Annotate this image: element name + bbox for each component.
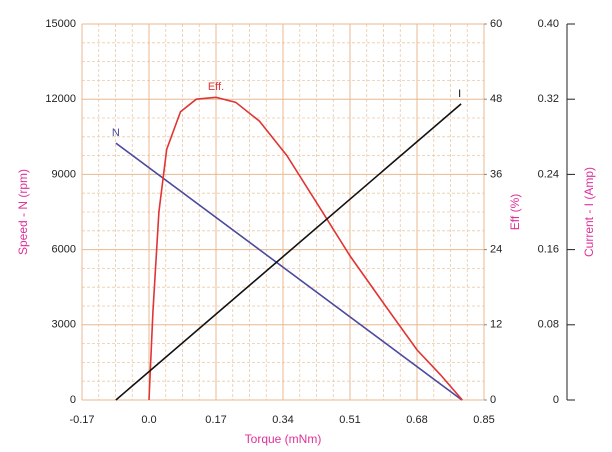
y3-tick-label: 0.40 xyxy=(538,18,559,30)
y3-tick-label: 0.16 xyxy=(538,244,559,256)
y-tick-label: 0 xyxy=(70,394,76,406)
y2-tick-label: 0 xyxy=(490,394,496,406)
y2-tick-label: 48 xyxy=(490,93,502,105)
y3-tick-label: 0.08 xyxy=(538,319,559,331)
x-tick-label: 0.85 xyxy=(473,414,494,426)
y-tick-label: 3000 xyxy=(52,319,76,331)
x-axis-title: Torque (mNm) xyxy=(245,432,322,446)
y2-tick-label: 60 xyxy=(490,18,502,30)
y-tick-label: 12000 xyxy=(45,93,76,105)
y2-tick-label: 36 xyxy=(490,168,502,180)
y3-tick-label: 0.32 xyxy=(538,93,559,105)
x-tick-label: 0.68 xyxy=(406,414,427,426)
series-line xyxy=(115,142,463,401)
y3-tick-label: 0.24 xyxy=(538,168,559,180)
x-tick-label: -0.17 xyxy=(69,414,94,426)
x-tick-label: 0.34 xyxy=(272,414,293,426)
y2-tick-label: 12 xyxy=(490,319,502,331)
y-tick-label: 6000 xyxy=(52,244,76,256)
series-label: N xyxy=(112,127,120,139)
series-label: Eff. xyxy=(208,81,224,93)
x-tick-label: 0.17 xyxy=(205,414,226,426)
y2-tick-label: 24 xyxy=(490,244,502,256)
y-axis-title: Speed - N (rpm) xyxy=(16,169,30,255)
series-label: I xyxy=(458,88,461,100)
y-tick-label: 9000 xyxy=(52,168,76,180)
x-tick-label: 0.0 xyxy=(141,414,156,426)
x-tick-label: 0.51 xyxy=(339,414,360,426)
series-line xyxy=(115,103,462,401)
y3-tick-label: 0 xyxy=(553,394,559,406)
series-line xyxy=(148,96,463,401)
y3-axis-title: Current - I (Amp) xyxy=(582,167,596,257)
y-tick-label: 15000 xyxy=(45,18,76,30)
y2-axis-title: Eff (%) xyxy=(508,194,522,230)
